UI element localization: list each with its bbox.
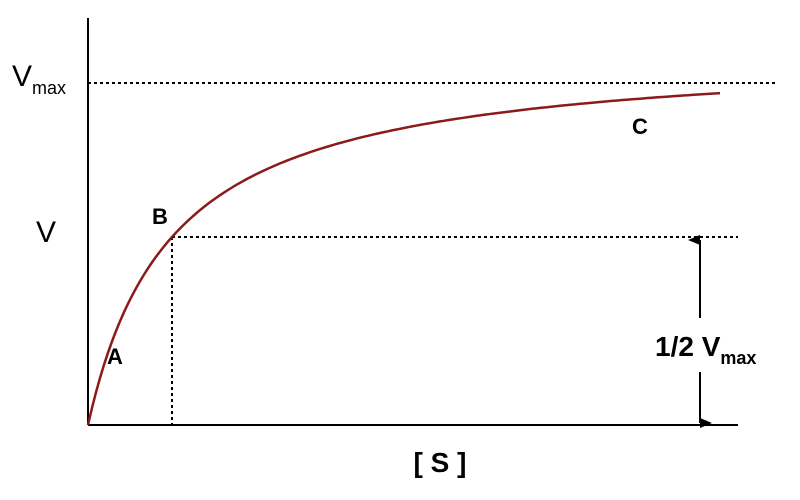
vmax-subscript: max — [32, 78, 66, 98]
half-vmax-text: 1/2 V — [655, 331, 721, 362]
vmax-text: V — [12, 60, 32, 93]
saturation-curve — [86, 91, 721, 426]
point-label: C — [632, 114, 648, 139]
point-label: B — [152, 204, 168, 229]
half-vmax-label: 1/2 Vmax — [655, 331, 756, 368]
y-axis-label: V — [36, 216, 56, 249]
x-axis-label: [ S ] — [414, 447, 467, 478]
vmax-label: Vmax — [12, 60, 66, 98]
half-vmax-subscript: max — [720, 348, 756, 368]
point-label: A — [107, 344, 123, 369]
